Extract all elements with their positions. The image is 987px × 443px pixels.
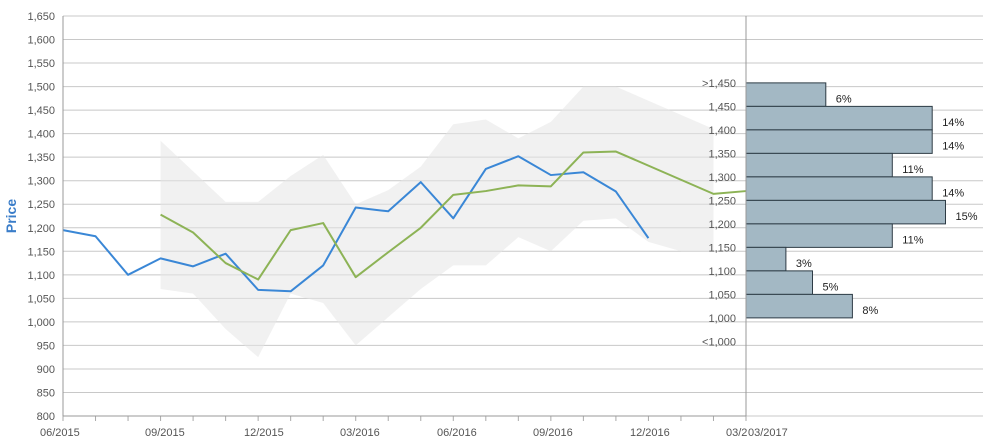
x-tick-label: 03/2017: [748, 427, 788, 439]
y-tick-label: 1,050: [27, 293, 55, 305]
histogram-percent-label: 14%: [942, 117, 964, 129]
forecast-band: [160, 86, 714, 358]
y-tick-label: 800: [37, 411, 55, 423]
histogram-bin-label: 1,000: [708, 313, 736, 325]
y-tick-label: 1,300: [27, 176, 55, 188]
y-tick-label: 1,100: [27, 270, 55, 282]
histogram-bin-label: 1,350: [708, 148, 736, 160]
histogram-bar: [745, 105, 933, 131]
x-axis-ticks: 06/2015 09/2015 12/2015 03/2016 06/2016 09/20…: [40, 416, 788, 439]
y-tick-label: 1,000: [27, 317, 55, 329]
y-tick-label: 850: [37, 387, 55, 399]
histogram-percent-label: 15%: [956, 211, 978, 223]
y-axis-ticks: 800 850 900 950 1,000 1,050 1,100 1,150 1,200 1,2…: [27, 11, 55, 423]
histogram-bin-label: 1,200: [708, 219, 736, 231]
histogram-percent-label: 5%: [823, 282, 839, 294]
actual-series-line: [62, 155, 650, 293]
y-tick-label: 1,250: [27, 199, 55, 211]
histogram-percent-label: 14%: [942, 141, 964, 153]
y-tick-label: 1,400: [27, 129, 55, 141]
histogram-layer: >1,450 6% 1,450 14% 1,400 14% 1,350 11% 1,300 14%…: [702, 78, 978, 349]
axes: [62, 16, 747, 417]
histogram-bin-label: <1,000: [702, 336, 736, 348]
x-tick-label: 09/2016: [533, 427, 573, 439]
histogram-bin-label: >1,450: [702, 78, 736, 90]
histogram-percent-label: 11%: [902, 235, 923, 247]
y-tick-label: 1,550: [27, 58, 55, 70]
x-tick-label: 06/2015: [40, 427, 80, 439]
histogram-bar: [745, 223, 893, 248]
y-tick-label: 1,350: [27, 152, 55, 164]
histogram-bar: [745, 152, 893, 178]
histogram-bin-label: 1,400: [708, 125, 736, 137]
y-axis-label: Price: [3, 199, 19, 233]
histogram-bin-label: 1,450: [708, 101, 736, 113]
y-tick-label: 950: [37, 340, 55, 352]
histogram-bin-label: 1,250: [708, 195, 736, 207]
histogram-percent-label: 3%: [796, 258, 812, 270]
y-tick-label: 1,150: [27, 246, 55, 258]
histogram-bar: [745, 82, 827, 107]
histogram-bar: [745, 129, 933, 154]
series-layer: [62, 150, 747, 293]
histogram-bar: [745, 246, 787, 272]
histogram-percent-label: 6%: [836, 94, 852, 106]
histogram-bin-label: 1,150: [708, 242, 736, 254]
y-tick-label: 1,200: [27, 223, 55, 235]
histogram-bar: [745, 199, 946, 225]
y-tick-label: 900: [37, 364, 55, 376]
forecast-band-layer: [160, 86, 714, 358]
forecast-series-line: [160, 150, 747, 281]
histogram-percent-label: 11%: [902, 164, 923, 176]
x-tick-label: 06/2016: [437, 427, 477, 439]
histogram-bin-label: 1,100: [708, 266, 736, 278]
y-tick-label: 1,650: [27, 11, 55, 23]
x-tick-label: 12/2015: [244, 427, 284, 439]
histogram-bar: [745, 176, 933, 201]
histogram-bar: [745, 270, 813, 295]
x-tick-label: 09/2015: [145, 427, 185, 439]
histogram-bar: [745, 293, 853, 319]
histogram-bin-label: 1,300: [708, 172, 736, 184]
y-tick-label: 1,600: [27, 35, 55, 47]
histogram-percent-label: 14%: [942, 188, 964, 200]
y-tick-label: 1,450: [27, 105, 55, 117]
x-tick-label: 12/2016: [630, 427, 670, 439]
histogram-bin-label: 1,050: [708, 289, 736, 301]
x-tick-label: 03/2: [726, 427, 747, 439]
histogram-percent-label: 8%: [862, 305, 878, 317]
y-tick-label: 1,500: [27, 82, 55, 94]
x-tick-label: 03/2016: [340, 427, 380, 439]
